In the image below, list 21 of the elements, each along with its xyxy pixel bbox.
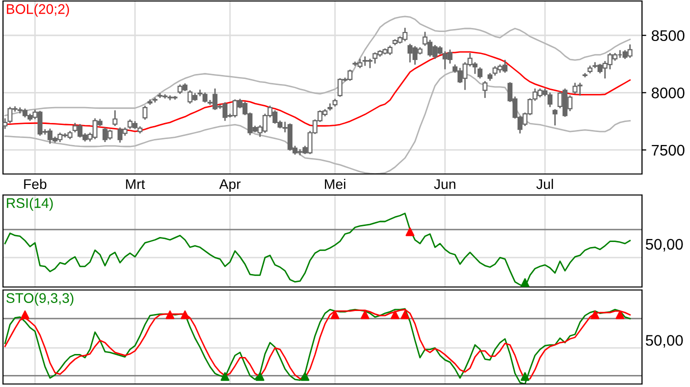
x-tick-label: Feb [24,178,46,190]
x-tick-label: Jun [434,179,456,190]
y-tick-label: 8000 [652,88,684,98]
series-label: RSI(14) [6,198,53,211]
series-label: STO(9,3,3) [6,292,74,306]
x-tick-label: Jul [536,178,553,190]
x-tick-label: Mei [324,178,346,190]
candlestick [142,106,148,120]
line-series [4,16,631,116]
candlestick [478,67,482,78]
y-tick-label: 8500 [652,30,684,42]
candlestick [482,81,488,98]
candlestick [3,118,8,129]
candlestick [552,109,558,126]
y-tick-label: 7500 [652,144,684,156]
x-tick-label: Apr [219,179,241,192]
x-tick-label: Mrt [126,179,145,190]
text: 50,00 [646,238,683,252]
candlestick [112,110,118,126]
text: BOL(20;2) [6,4,69,17]
text: 50,00 [646,334,683,348]
